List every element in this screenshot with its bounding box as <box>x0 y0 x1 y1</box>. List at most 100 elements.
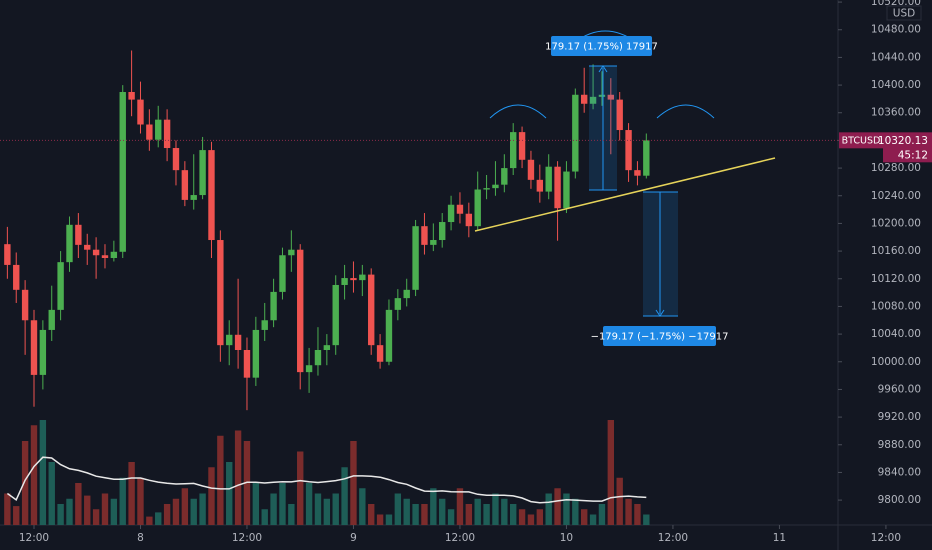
candle-body <box>208 150 215 241</box>
candle-body <box>75 224 82 245</box>
candle-body <box>625 130 632 171</box>
candle-body <box>598 94 606 97</box>
y-tick-label: 10120.00 <box>871 273 921 285</box>
volume-bar <box>607 420 615 525</box>
candle-body <box>385 309 393 362</box>
candle-body <box>447 204 455 223</box>
volume-bar <box>252 483 260 525</box>
y-tick-label: 10000.00 <box>871 356 921 368</box>
volume-bar <box>368 504 375 525</box>
volume-bar <box>101 493 109 525</box>
symbol-tag <box>839 132 883 149</box>
candle-body <box>341 278 348 285</box>
symbol-label: BTCUSD <box>842 135 881 146</box>
volume-bar <box>554 488 561 525</box>
candle-body <box>536 179 544 192</box>
volume-bar <box>4 493 11 525</box>
volume-bar <box>501 498 508 525</box>
y-tick-label: 10040.00 <box>871 328 921 340</box>
y-tick-label: 9840.00 <box>878 466 921 478</box>
candle-body <box>190 195 197 200</box>
countdown: 45:12 <box>898 149 928 161</box>
volume-bar <box>456 488 464 525</box>
candle-body <box>13 264 20 290</box>
volume-bar <box>146 516 153 525</box>
volume-bar <box>155 512 162 525</box>
volume-bar <box>181 488 189 525</box>
volume-bar <box>359 488 366 525</box>
volume-bar <box>589 514 597 525</box>
y-tick-label: 10240.00 <box>871 190 921 202</box>
measure-arrowhead <box>655 309 665 317</box>
candle-body <box>57 262 64 310</box>
volume-bar <box>581 509 588 525</box>
candle-body <box>465 213 473 227</box>
volume-bar <box>483 504 490 525</box>
volume-bar <box>92 509 100 525</box>
candle-body <box>368 274 375 346</box>
volume-bar <box>305 483 313 525</box>
currency: USD <box>893 8 915 20</box>
candle-body <box>163 119 171 149</box>
candle-body <box>297 249 304 373</box>
candle-body <box>518 132 526 160</box>
y-tick-label: 10160.00 <box>871 245 921 257</box>
volume-bar <box>518 509 526 525</box>
measure-label-box <box>551 36 652 56</box>
candle-body <box>305 365 313 373</box>
candle-body <box>430 240 437 245</box>
x-tick-label: 10 <box>560 532 573 544</box>
volume-bar <box>226 462 233 525</box>
candle-body <box>376 345 384 362</box>
volume-bar <box>412 504 419 525</box>
y-tick-label: 9960.00 <box>878 383 921 395</box>
candle-body <box>48 309 55 330</box>
volume-bar <box>323 498 331 525</box>
measure-arrowhead <box>598 65 608 73</box>
volume-bar <box>13 506 20 525</box>
trendline <box>474 157 776 232</box>
volume-bar <box>598 504 606 525</box>
candle-body <box>270 291 277 321</box>
volume-layer <box>4 420 650 525</box>
candle-body <box>563 171 570 209</box>
volume-bar <box>394 493 402 525</box>
volume-bar <box>385 514 393 525</box>
volume-bar <box>279 483 286 525</box>
candle-body <box>314 350 322 366</box>
candle-body <box>474 189 481 227</box>
candle-body <box>572 94 579 172</box>
volume-bar <box>616 477 623 525</box>
pattern-arc <box>489 104 547 119</box>
y-tick-label: 10440.00 <box>871 51 921 63</box>
volume-bar <box>57 504 64 525</box>
volume-bar <box>110 498 118 525</box>
volume-bar <box>403 498 410 525</box>
candle-body <box>510 132 517 169</box>
x-tick-label: 9 <box>350 532 357 544</box>
candle-body <box>350 278 357 281</box>
volume-bar <box>376 514 384 525</box>
candle-body <box>92 249 100 256</box>
volume-bar <box>350 441 357 525</box>
candle-body <box>545 166 552 192</box>
x-tick-label: 12:00 <box>871 532 901 544</box>
candle-body <box>21 289 29 321</box>
volume-bar <box>66 498 73 525</box>
measure-label: −179.17 (−1.75%) −17917 <box>591 332 729 343</box>
pattern-arc <box>656 104 715 119</box>
y-tick-label: 10360.00 <box>871 107 921 119</box>
volume-bar <box>643 514 650 525</box>
volume-bar <box>314 493 322 525</box>
volume-bar <box>208 467 215 525</box>
x-tick-label: 12:00 <box>445 532 475 544</box>
volume-bar <box>447 509 455 525</box>
candle-body <box>84 244 91 250</box>
candle-body <box>581 94 588 104</box>
candle-layer <box>4 50 650 411</box>
x-tick-label: 12:00 <box>19 532 49 544</box>
annotation-layer: 179.17 (1.75%) 17917 −179.17 (−1.75%) −1… <box>474 30 776 346</box>
candle-body <box>101 255 109 259</box>
